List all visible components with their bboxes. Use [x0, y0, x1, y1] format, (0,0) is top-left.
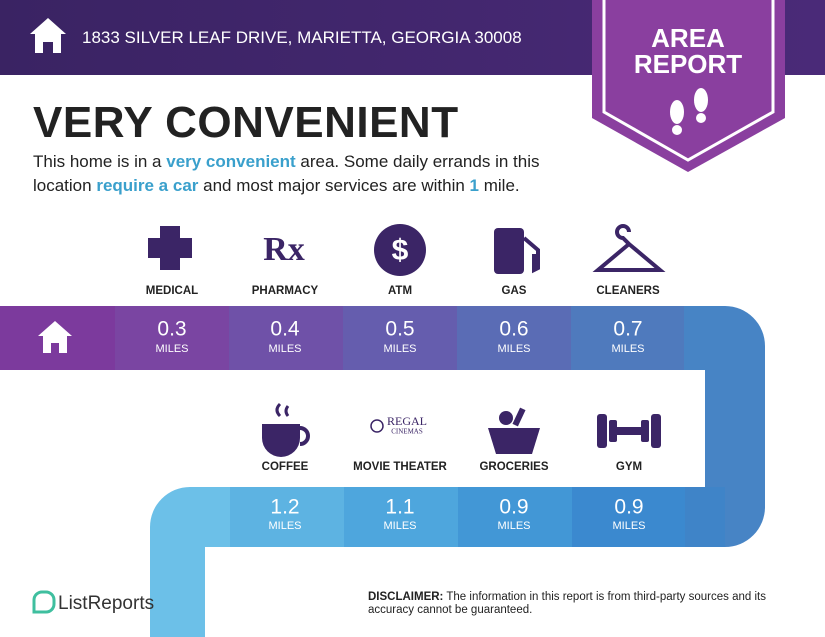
description: This home is in a very convenient area. … — [33, 150, 593, 198]
regal-logo — [370, 419, 384, 433]
brand-logo — [32, 590, 56, 614]
band-cell — [230, 487, 344, 547]
headline: VERY CONVENIENT — [33, 98, 459, 147]
regal-text: REGAL — [387, 414, 427, 428]
house-icon — [30, 18, 66, 53]
band-gap — [684, 370, 705, 487]
disclaimer: DISCLAIMER: The information in this repo… — [368, 591, 798, 617]
coffee-icon — [262, 402, 310, 457]
band-cell — [344, 487, 458, 547]
band-cell — [457, 306, 571, 370]
pharmacy-icon: Rx — [263, 231, 305, 268]
badge-border — [602, 0, 775, 162]
gas-icon — [494, 228, 540, 274]
band-cell — [343, 306, 457, 370]
regal-text: CINEMAS — [391, 428, 423, 436]
text: mile. — [479, 176, 520, 195]
highlight: 1 — [469, 176, 480, 195]
dollar-sign: $ — [392, 234, 409, 267]
text: and most major services are within — [198, 176, 470, 195]
gym-icon — [597, 414, 661, 448]
text: This home is in a — [33, 152, 167, 171]
address: 1833 SILVER LEAF DRIVE, MARIETTA, GEORGI… — [82, 28, 522, 47]
brand: ListReports — [58, 593, 155, 614]
band-cell — [571, 306, 685, 370]
highlight: require a car — [96, 176, 199, 195]
house-icon — [38, 321, 72, 353]
band-cell — [685, 487, 725, 547]
cleaners-icon — [592, 224, 666, 272]
medical-icon — [148, 226, 192, 270]
band-cell — [115, 306, 229, 370]
band-cell — [572, 487, 685, 547]
band-cell — [229, 306, 343, 370]
highlight: very convenient — [166, 152, 296, 171]
band-cell — [458, 487, 572, 547]
disclaimer-text: The information in this report is from t… — [368, 591, 766, 616]
text: area. Some daily errands in this locatio… — [33, 152, 540, 195]
atm-icon — [374, 224, 426, 276]
groceries-icon — [488, 407, 540, 454]
band-bend — [150, 487, 230, 637]
footprints — [670, 88, 708, 135]
disclaimer-label: DISCLAIMER: — [368, 591, 444, 603]
badge — [592, 0, 785, 172]
